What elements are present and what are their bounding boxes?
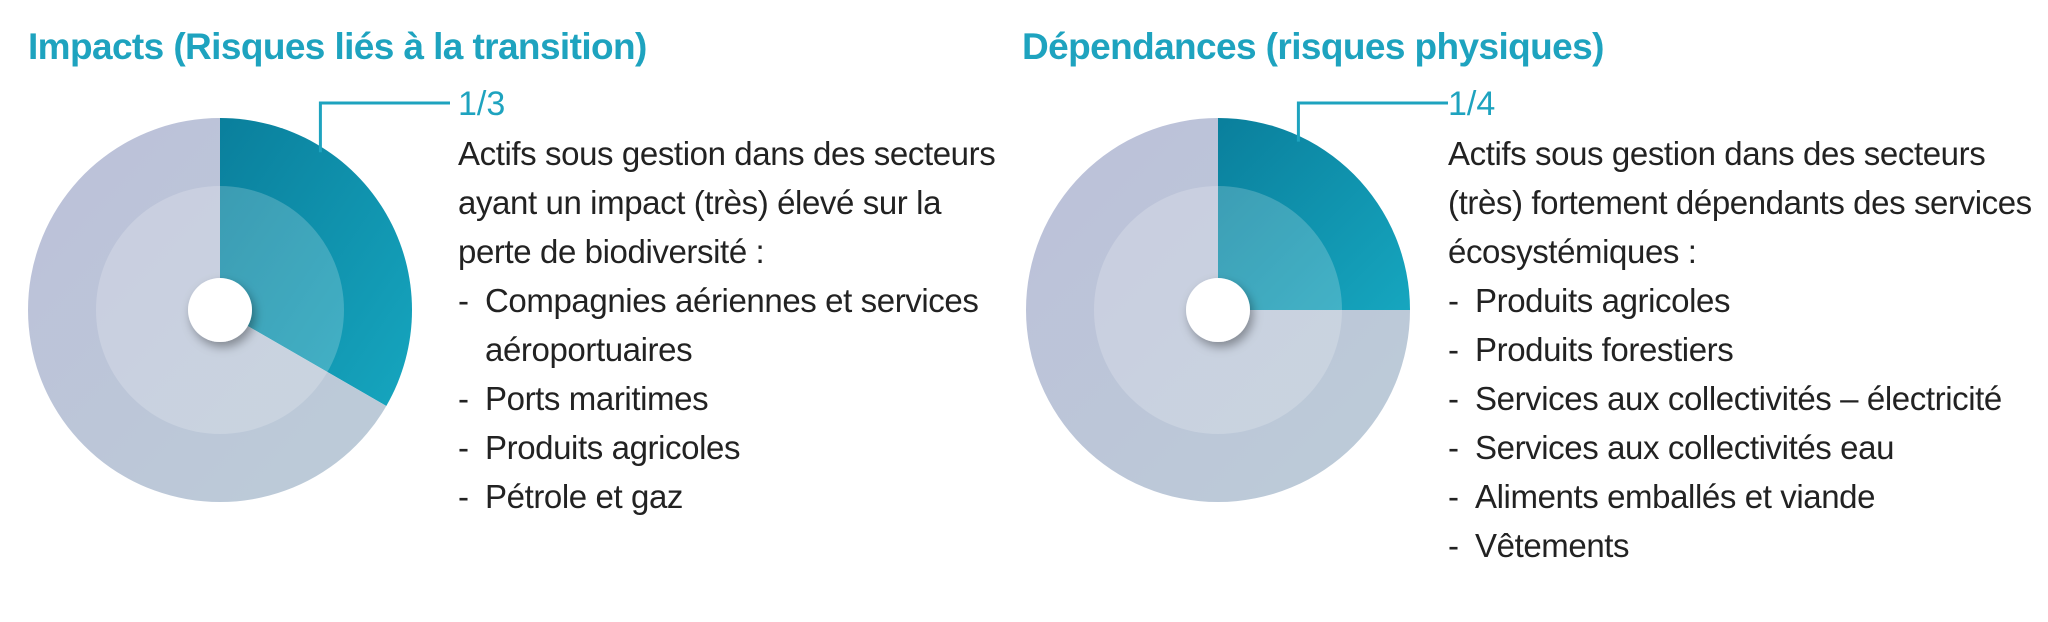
donut-hole (1186, 278, 1250, 342)
list-item: Vêtements (1448, 521, 2043, 570)
impacts-donut-chart (28, 101, 450, 502)
panel-title: Dépendances (risques physiques) (1022, 26, 1604, 67)
sector-list: Produits agricoles Produits forestiers S… (1448, 276, 2043, 570)
panel-title: Impacts (Risques liés à la transition) (28, 26, 647, 67)
impacts-panel: Impacts (Risques liés à la transition) 1… (0, 0, 1010, 622)
dependances-callout: 1/4 Actifs sous gestion dans des secteur… (1448, 80, 2043, 570)
pie-slice-highlight (1218, 118, 1410, 310)
donut-hole (188, 278, 252, 342)
sector-list: Compagnies aériennes et services aéropor… (458, 276, 1003, 521)
list-item: Aliments emballés et viande (1448, 472, 2043, 521)
pie-slice-highlight (220, 118, 413, 406)
list-item: Produits agricoles (458, 423, 1003, 472)
callout-description: Actifs sous gestion dans des secteurs (t… (1448, 135, 2032, 270)
list-item: Compagnies aériennes et services aéropor… (458, 276, 1003, 374)
list-item: Services aux collectivités eau (1448, 423, 2043, 472)
list-item: Produits forestiers (1448, 325, 2043, 374)
fraction-label: 1/3 (458, 85, 506, 123)
list-item: Produits agricoles (1448, 276, 2043, 325)
impacts-callout: 1/3 Actifs sous gestion dans des secteur… (458, 80, 1003, 521)
callout-leader-line (318, 101, 450, 153)
fraction-label: 1/4 (1448, 85, 1496, 123)
list-item: Pétrole et gaz (458, 472, 1003, 521)
list-item: Ports maritimes (458, 374, 1003, 423)
list-item: Services aux collectivités – électricité (1448, 374, 2043, 423)
dependances-donut-chart (1026, 101, 1448, 502)
callout-description: Actifs sous gestion dans des secteurs ay… (458, 135, 996, 270)
callout-leader-line (1296, 101, 1448, 142)
dependances-panel: Dépendances (risques physiques) 1/4 Acti… (1000, 0, 2048, 622)
